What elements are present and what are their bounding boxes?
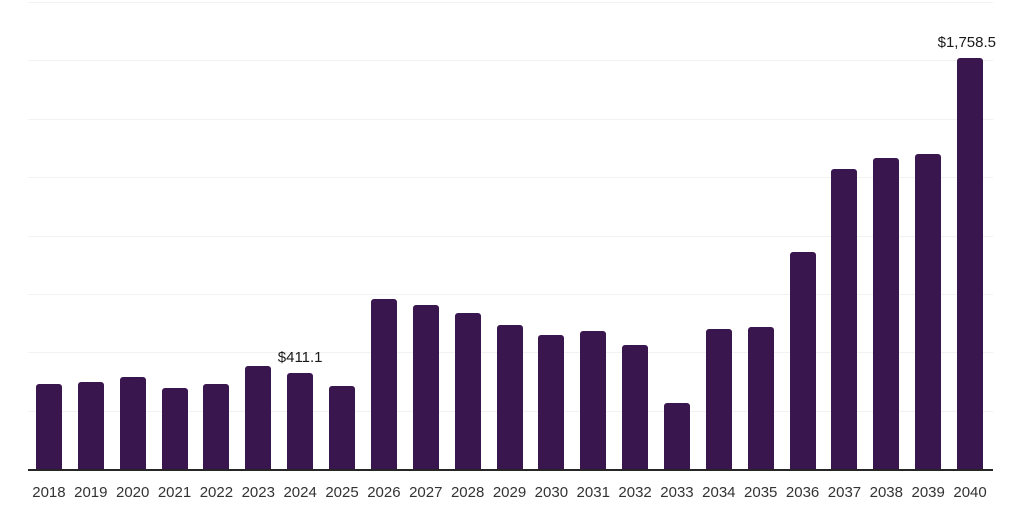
bar-2023[interactable] (245, 366, 272, 469)
x-tick-label-2040: 2040 (953, 484, 987, 501)
gridline (28, 60, 993, 62)
gridline (28, 235, 993, 237)
bar-2021[interactable] (161, 387, 188, 469)
bar-2022[interactable] (203, 384, 230, 469)
bar-2030[interactable] (538, 334, 565, 469)
gridline (28, 118, 993, 120)
bar-2032[interactable] (622, 345, 649, 469)
bar-2018[interactable] (35, 384, 62, 469)
bar-2033[interactable] (663, 402, 690, 469)
bar-2020[interactable] (119, 376, 146, 469)
bar-2036[interactable] (789, 252, 816, 469)
x-tick-label-2038: 2038 (869, 484, 903, 501)
x-tick-label-2037: 2037 (827, 484, 862, 501)
bar-2028[interactable] (454, 312, 481, 469)
x-tick-label-2026: 2026 (367, 484, 401, 501)
gridline (28, 2, 993, 3)
gridline (28, 177, 993, 179)
bar-2034[interactable] (705, 328, 732, 469)
x-tick-label-2030: 2030 (534, 484, 569, 501)
bar-2024[interactable] (287, 373, 314, 469)
bar-2035[interactable] (747, 327, 774, 469)
x-tick-label-2022: 2022 (199, 484, 234, 501)
x-tick-label-2025: 2025 (325, 484, 359, 501)
gridline (28, 293, 993, 295)
x-tick-label-2019: 2019 (74, 484, 108, 501)
bar-2027[interactable] (412, 304, 439, 469)
x-tick-label-2039: 2039 (911, 484, 945, 501)
value-label-2040: $1,758.5 (937, 34, 996, 52)
x-tick-label-2036: 2036 (785, 484, 820, 501)
x-tick-label-2031: 2031 (576, 484, 610, 501)
bar-2040[interactable] (957, 58, 984, 469)
bar-2038[interactable] (873, 158, 900, 469)
x-tick-label-2028: 2028 (450, 484, 485, 501)
x-tick-label-2029: 2029 (492, 484, 527, 501)
x-tick-label-2023: 2023 (241, 484, 275, 501)
bar-2026[interactable] (370, 299, 397, 469)
bar-2039[interactable] (915, 153, 942, 469)
x-tick-label-2034: 2034 (702, 484, 736, 501)
value-label-2024: $411.1 (277, 349, 323, 366)
bar-2025[interactable] (329, 386, 356, 469)
bar-2037[interactable] (831, 169, 858, 469)
x-tick-label-2032: 2032 (618, 484, 652, 501)
bar-2019[interactable] (77, 382, 104, 469)
x-tick-label-2024: 2024 (283, 484, 317, 501)
x-tick-label-2027: 2027 (409, 484, 443, 501)
bar-2029[interactable] (496, 325, 523, 469)
x-tick-label-2021: 2021 (157, 484, 192, 501)
x-tick-label-2020: 2020 (115, 484, 150, 501)
x-axis-line (28, 469, 993, 471)
bar-2031[interactable] (580, 330, 607, 469)
x-tick-label-2018: 2018 (32, 484, 66, 501)
x-tick-label-2033: 2033 (660, 484, 694, 501)
x-tick-label-2035: 2035 (744, 484, 778, 501)
